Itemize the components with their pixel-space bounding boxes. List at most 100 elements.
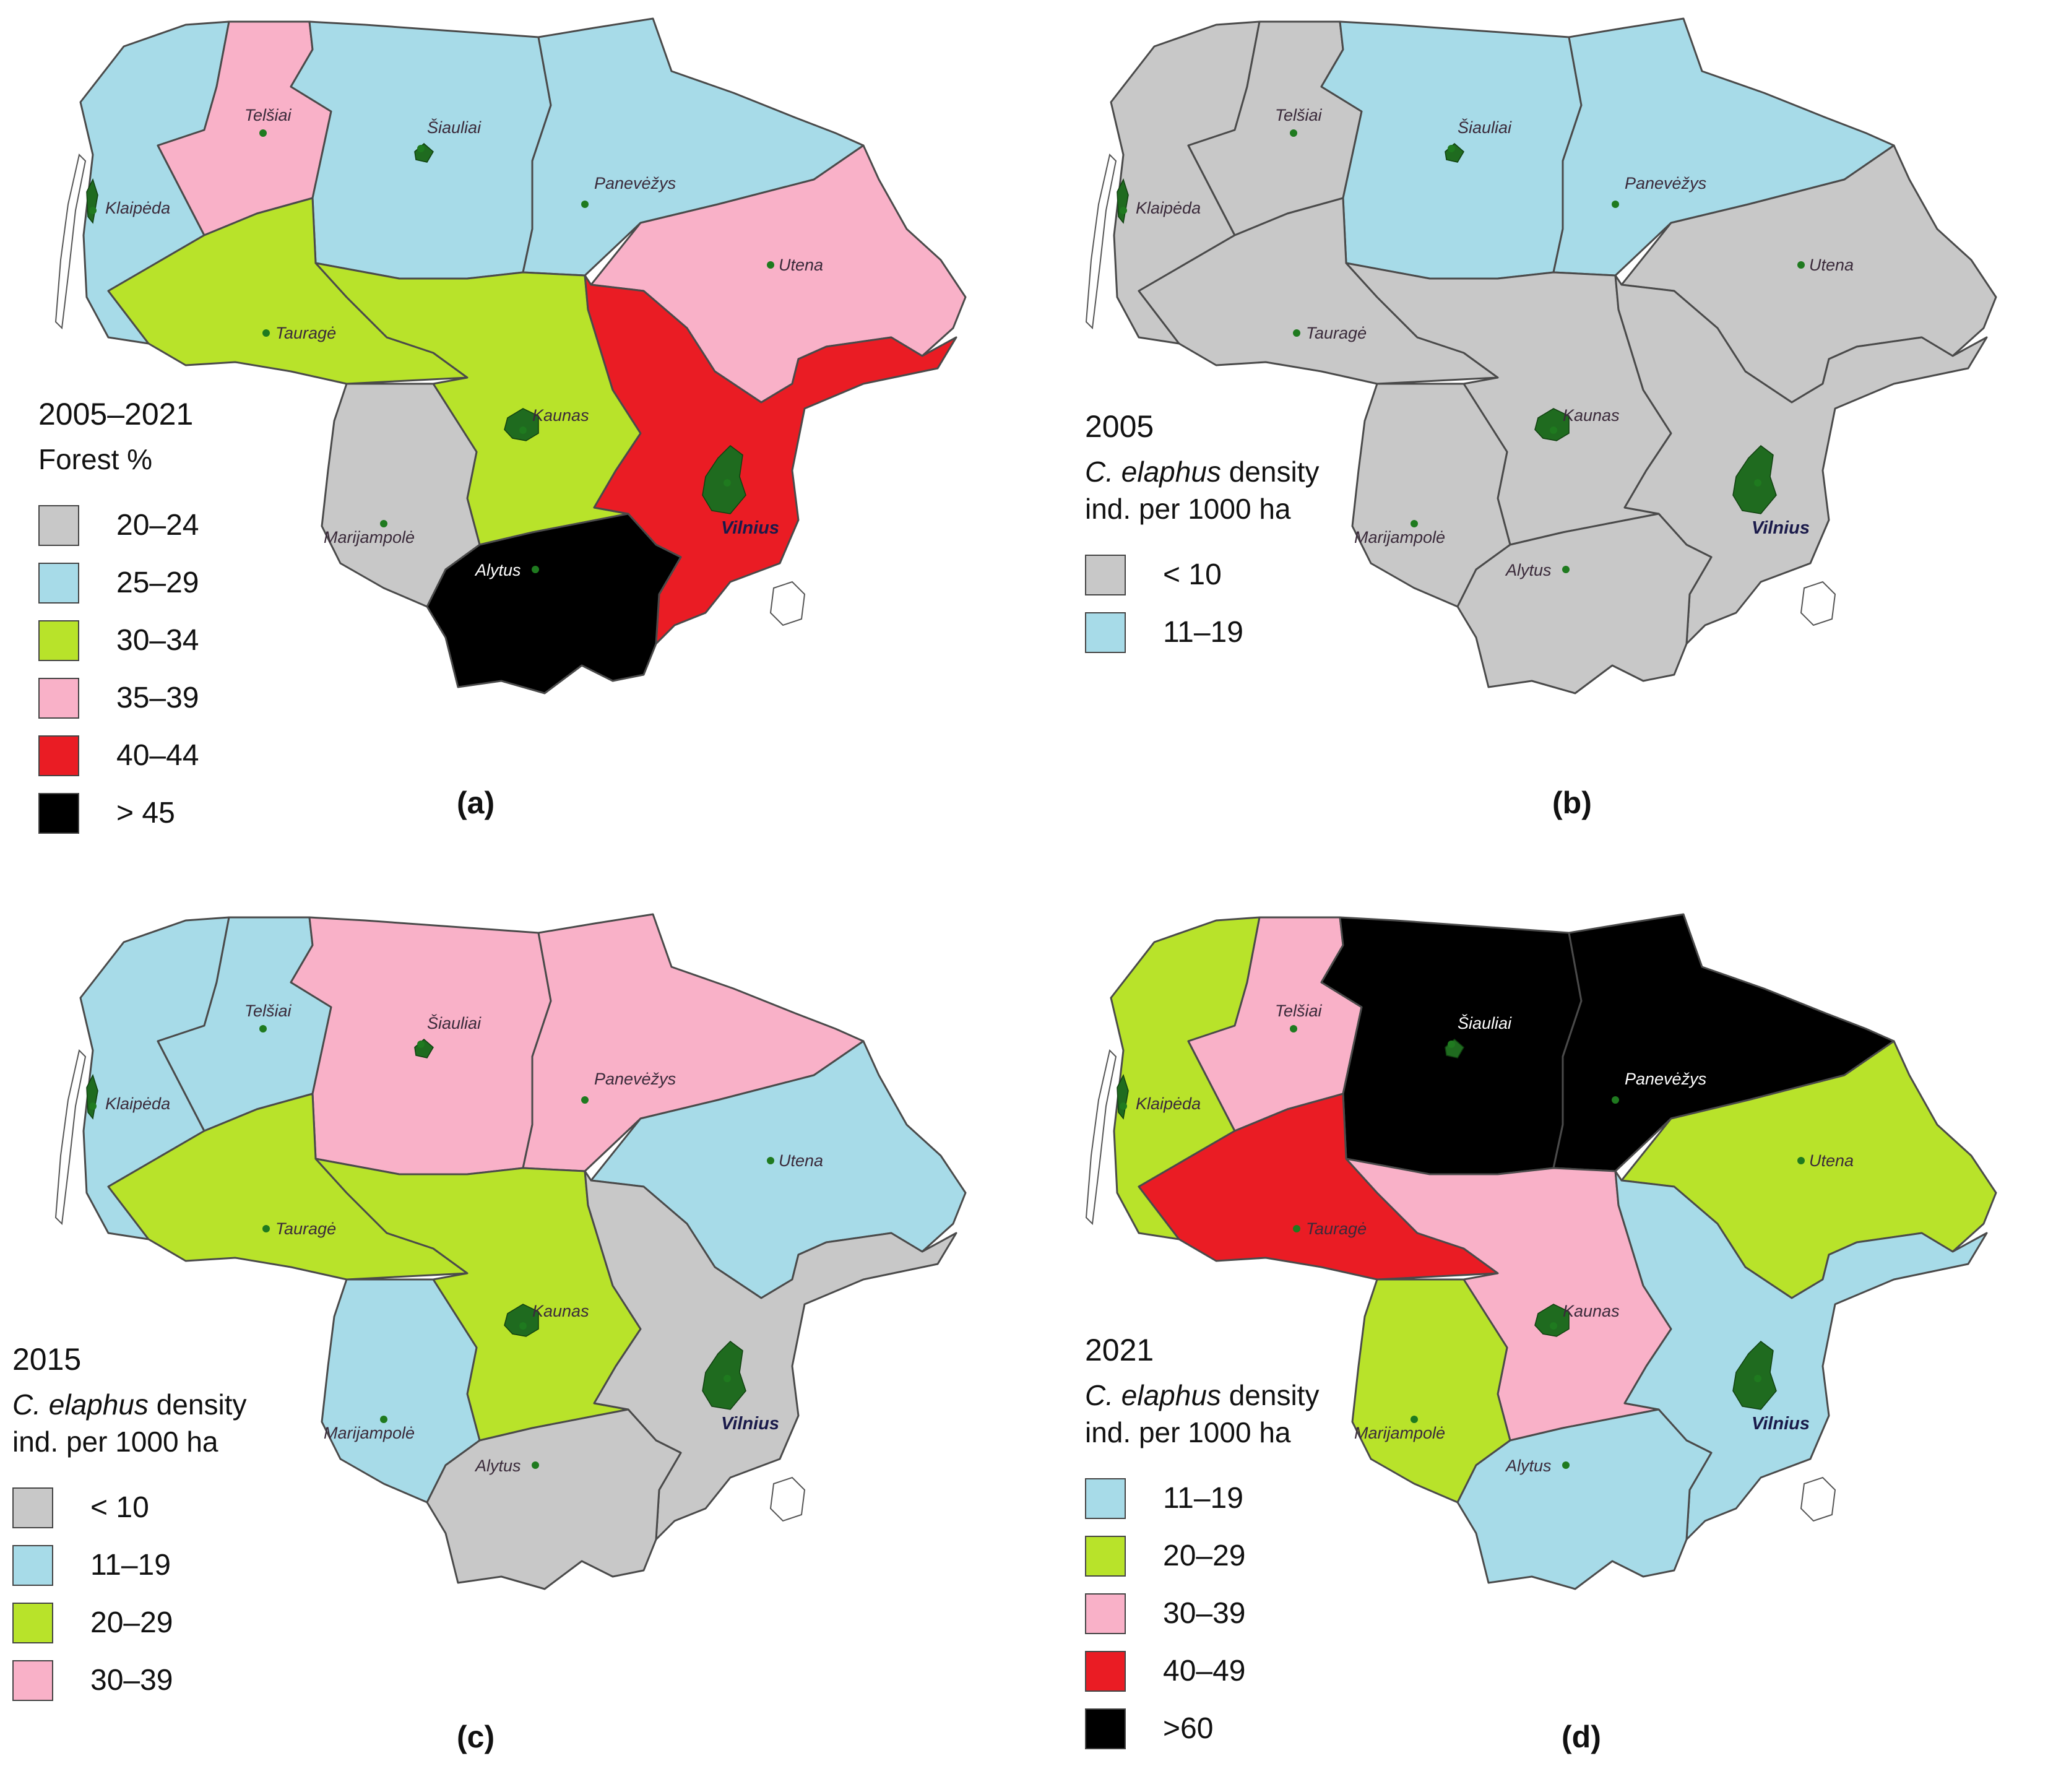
legend-swatch (12, 1660, 53, 1701)
city-label-kaunas: Kaunas (1563, 406, 1620, 425)
city-label-taurage: Tauragė (1306, 324, 1367, 342)
legend-swatch (1085, 1535, 1126, 1577)
city-area-vilnius (702, 445, 746, 514)
legend-items-c: < 10 11–19 20–29 30–39 (12, 1479, 246, 1709)
city-label-siauliai: Šiauliai (427, 1013, 482, 1032)
legend-swatch (38, 562, 79, 604)
legend-item: 35–39 (38, 669, 199, 727)
legend-item: 30–34 (38, 612, 199, 669)
city-label-vilnius: Vilnius (721, 1414, 779, 1434)
city-label-kaunas: Kaunas (532, 406, 589, 425)
city-label-siauliai: Šiauliai (1458, 1013, 1512, 1032)
legend-label: 30–39 (90, 1664, 173, 1697)
legend-swatch (1085, 1478, 1126, 1519)
legend-items-a: 20–24 25–29 30–34 35–39 40–44 > 45 (38, 496, 199, 842)
legend-label: 40–49 (1163, 1655, 1246, 1687)
region-alytus (426, 1408, 682, 1590)
species-name: C. elaphus (1085, 1379, 1221, 1411)
city-marker-panevezys (581, 201, 589, 208)
city-label-telsiai: Telšiai (1275, 106, 1323, 124)
city-label-telsiai: Telšiai (244, 106, 292, 124)
legend-item: > 45 (38, 784, 199, 842)
city-label-klaipeda: Klaipėda (1136, 199, 1201, 217)
city-label-utena: Utena (779, 256, 823, 274)
city-area-kaunas (1534, 1304, 1570, 1337)
map-a: Klaipėda Telšiai Šiauliai Panevėžys Tauragė K… (54, 17, 967, 695)
panel-label-c: (c) (457, 1720, 495, 1754)
city-label-klaipeda: Klaipėda (105, 199, 170, 217)
city-marker-utena (767, 1157, 774, 1164)
city-marker-panevezys (1612, 1096, 1619, 1104)
legend-items-d: 11–19 20–29 30–39 40–49 >60 (1085, 1470, 1319, 1757)
city-area-vilnius (702, 1341, 746, 1410)
city-marker-klaipeda (1120, 207, 1127, 214)
city-area-vilnius (1732, 1341, 1777, 1410)
city-marker-telsiai (259, 129, 267, 137)
city-label-vilnius: Vilnius (721, 518, 779, 538)
panel-b: Klaipėda Telšiai Šiauliai Panevėžys Tauragė K… (1030, 0, 2061, 896)
city-label-panevezys: Panevėžys (594, 174, 676, 193)
legend-subtitle-d: C. elaphus density (1085, 1377, 1319, 1414)
city-marker-taurage (262, 1225, 270, 1232)
city-marker-taurage (262, 329, 270, 337)
legend-swatch (38, 792, 79, 834)
city-label-utena: Utena (1809, 1151, 1854, 1170)
curonian-spit (1085, 154, 1117, 330)
city-label-marijampole: Marijampolė (324, 528, 415, 547)
legend-c: 2015 C. elaphus density ind. per 1000 ha… (12, 1341, 246, 1709)
city-marker-marijampole (1411, 1416, 1418, 1423)
border-enclave (1800, 1476, 1836, 1522)
city-marker-siauliai (1448, 145, 1455, 152)
border-enclave (1800, 581, 1836, 626)
legend-subtitle-a: Forest % (38, 443, 153, 475)
city-marker-vilnius (724, 479, 731, 487)
legend-label: < 10 (90, 1491, 149, 1524)
city-label-vilnius: Vilnius (1752, 1414, 1810, 1434)
city-label-siauliai: Šiauliai (427, 118, 482, 137)
legend-item: 20–29 (12, 1594, 246, 1651)
border-enclave (769, 581, 806, 626)
legend-label: 30–39 (1163, 1597, 1246, 1630)
city-label-marijampole: Marijampolė (324, 1424, 415, 1442)
region-alytus (426, 513, 682, 695)
city-label-panevezys: Panevėžys (594, 1070, 676, 1088)
curonian-spit (54, 1049, 87, 1226)
city-label-taurage: Tauragė (275, 324, 336, 342)
legend-item: 11–19 (12, 1536, 246, 1594)
city-marker-siauliai (1448, 1041, 1455, 1048)
legend-unit-c: ind. per 1000 ha (12, 1426, 218, 1458)
map-b: Klaipėda Telšiai Šiauliai Panevėžys Tauragė K… (1085, 17, 1997, 695)
legend-d: 2021 C. elaphus density ind. per 1000 ha… (1085, 1332, 1319, 1757)
legend-label: 20–29 (1163, 1539, 1246, 1572)
legend-label: 11–19 (90, 1549, 171, 1582)
legend-item: 11–19 (1085, 1470, 1319, 1527)
city-label-alytus: Alytus (1505, 1457, 1552, 1475)
city-marker-panevezys (581, 1096, 589, 1104)
legend-label: 20–29 (90, 1606, 173, 1639)
border-enclave (769, 1476, 806, 1522)
density-word: density (1221, 1379, 1320, 1411)
species-name: C. elaphus (1085, 456, 1221, 488)
panel-label-a: (a) (457, 786, 495, 820)
city-label-taurage: Tauragė (275, 1219, 336, 1238)
city-area-vilnius (1732, 445, 1777, 514)
city-marker-vilnius (724, 1375, 731, 1382)
region-vilnius (1614, 1170, 1988, 1541)
legend-label: > 45 (116, 797, 175, 829)
city-label-marijampole: Marijampolė (1354, 1424, 1445, 1442)
city-marker-telsiai (1290, 129, 1297, 137)
legend-swatch (1085, 1593, 1126, 1634)
legend-b: 2005 C. elaphus density ind. per 1000 ha… (1085, 409, 1319, 661)
legend-a: 2005–2021 Forest % 20–24 25–29 30–34 35–39 4… (38, 396, 199, 842)
city-label-utena: Utena (779, 1151, 823, 1170)
region-vilnius (1614, 274, 1988, 645)
curonian-spit (54, 154, 87, 330)
panel-label-b: (b) (1552, 786, 1592, 820)
map-c: Klaipėda Telšiai Šiauliai Panevėžys Tauragė K… (54, 913, 967, 1590)
legend-swatch (1085, 554, 1126, 595)
city-label-klaipeda: Klaipėda (1136, 1094, 1201, 1113)
city-marker-panevezys (1612, 201, 1619, 208)
city-marker-utena (1797, 261, 1805, 269)
city-area-kaunas (1534, 408, 1570, 441)
map-d: Klaipėda Telšiai Šiauliai Panevėžys Tauragė K… (1085, 913, 1997, 1590)
